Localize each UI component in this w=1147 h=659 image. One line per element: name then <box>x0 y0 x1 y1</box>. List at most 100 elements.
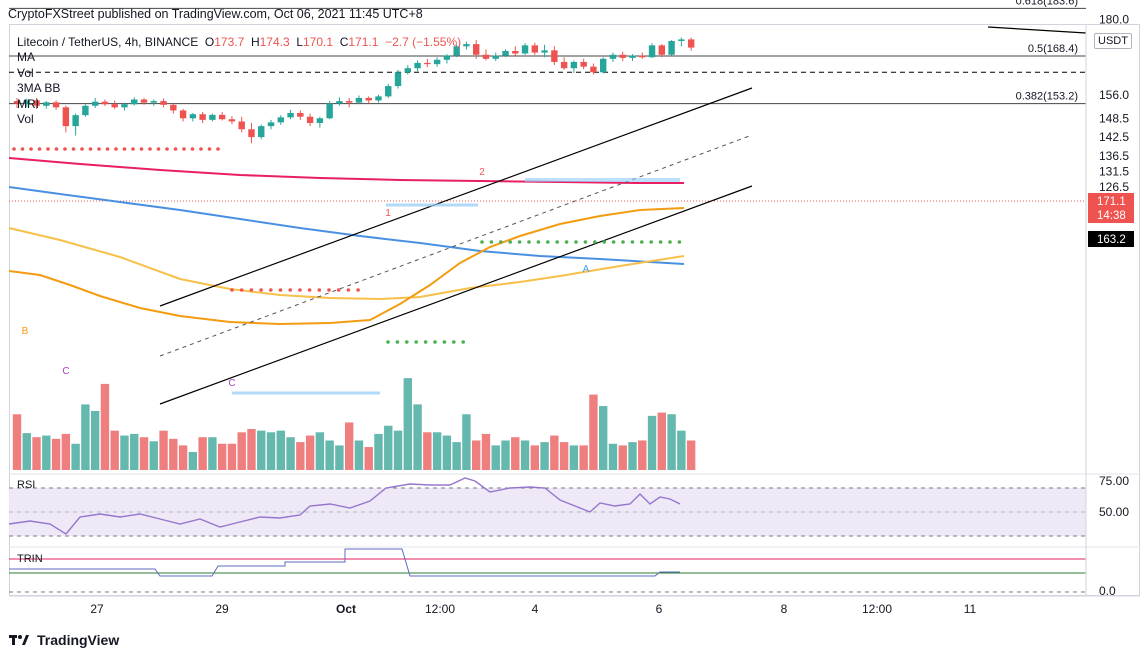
candle-body <box>521 45 529 54</box>
ma-yellow-line <box>8 227 685 301</box>
close-value: 171.1 <box>348 35 379 49</box>
stop-dot-red <box>114 147 118 151</box>
volume-bar <box>520 440 530 470</box>
candle-body <box>33 100 40 106</box>
candle-body <box>238 121 245 130</box>
candle-body <box>424 62 431 65</box>
fib-level-label: 0.382(153.2) <box>1016 91 1078 103</box>
candle-body <box>82 105 89 116</box>
indicator-vol[interactable]: Vol <box>17 65 34 80</box>
stop-dot-green <box>480 240 484 244</box>
volume-bar <box>599 406 608 470</box>
candle-body <box>287 112 294 118</box>
open-label: O <box>204 35 215 49</box>
candle-body <box>72 115 79 127</box>
high-label: H <box>250 35 260 49</box>
volume-bar <box>667 414 676 470</box>
stop-dot-red <box>131 147 135 151</box>
candle-body <box>560 61 568 69</box>
volume-bar <box>325 440 334 470</box>
volume-bar <box>628 442 637 470</box>
footer-brand[interactable]: TradingView <box>9 632 119 648</box>
volume-bar <box>638 440 647 470</box>
currency-badge[interactable]: USDT <box>1094 33 1132 49</box>
stop-dot-green <box>489 240 494 244</box>
volume-bar <box>550 435 559 470</box>
rsi-tick-label: 50.00 <box>1099 505 1129 519</box>
stop-dot-green <box>442 340 447 344</box>
candle-body <box>170 104 177 111</box>
trend-line-top <box>987 26 1087 34</box>
fib-level-label: 0.618(183.6) <box>1016 0 1078 7</box>
indicator-mri[interactable]: MRI <box>17 96 39 111</box>
candle-body <box>52 102 60 108</box>
volume-bar <box>149 441 158 470</box>
volume-bar <box>393 430 403 470</box>
candle-body <box>463 44 470 47</box>
stop-dot-green <box>405 340 409 344</box>
candle-body <box>414 62 421 69</box>
time-tick-label: 12:00 <box>862 602 892 616</box>
time-tick-label: 27 <box>90 602 104 616</box>
candle-body <box>248 129 255 138</box>
volume-bar <box>344 422 354 470</box>
volume-bar <box>315 432 325 470</box>
stop-dot-green <box>499 240 503 244</box>
stop-dot-green <box>395 340 400 344</box>
indicator-vol-2[interactable]: Vol <box>17 112 34 127</box>
candle-body <box>541 50 548 53</box>
volume-bar <box>511 437 520 470</box>
candle-body <box>297 112 304 117</box>
ma-orange-line <box>8 207 685 326</box>
candle-body <box>306 116 314 123</box>
candle-body <box>111 104 118 108</box>
stop-dot-green <box>668 240 672 244</box>
price-tick-label: 126.5 <box>1099 180 1129 194</box>
signal-label-2: 2 <box>479 167 485 178</box>
candle-body <box>687 39 695 48</box>
volume-bar <box>442 435 452 470</box>
stop-dot-red <box>317 288 322 292</box>
high-value: 174.3 <box>259 35 290 49</box>
volume-bar <box>501 440 510 470</box>
volume-bar <box>276 430 285 470</box>
volume-bar <box>491 445 500 470</box>
candle-body <box>551 50 558 62</box>
signal-label-a: A <box>583 264 590 275</box>
rsi-tick-label: 75.00 <box>1099 474 1129 488</box>
candle-body <box>658 45 666 55</box>
price-tick-label: 142.5 <box>1099 130 1129 144</box>
volume-bar <box>618 445 627 470</box>
close-label: C <box>339 35 349 49</box>
candle-body <box>590 66 597 73</box>
publish-header: CryptoFXStreet published on TradingView.… <box>8 7 423 21</box>
volume-bar <box>42 435 51 470</box>
indicator-ma[interactable]: MA <box>17 50 35 65</box>
stop-dot-red <box>346 288 351 292</box>
trin-tick-label: 0.0 <box>1099 584 1116 598</box>
indicator-3ma-bb[interactable]: 3MA BB <box>17 81 61 96</box>
stop-dot-green <box>611 240 616 244</box>
candle-body <box>150 101 157 103</box>
chart-legend: Litecoin / TetherUS, 4h, BINANCE O173.7 … <box>17 35 461 127</box>
stop-dot-green <box>536 240 541 244</box>
last-price-tag <box>1088 193 1134 223</box>
stop-dot-red <box>216 147 220 151</box>
volume-bar <box>110 430 119 470</box>
candle-body <box>199 114 206 120</box>
candle-body <box>472 44 480 55</box>
candle-body <box>502 51 509 56</box>
candle-body <box>23 100 30 104</box>
low-value: 170.1 <box>303 35 334 49</box>
candle-body <box>512 51 519 54</box>
stop-dot-red <box>190 147 195 151</box>
volume-bar <box>159 430 168 470</box>
stop-dot-red <box>97 147 101 151</box>
symbol-title[interactable]: Litecoin / TetherUS, 4h, BINANCE <box>17 35 199 49</box>
volume-bar <box>374 433 383 470</box>
volume-bar <box>471 440 481 470</box>
stop-dot-red <box>288 288 293 292</box>
stop-dot-green <box>517 240 522 244</box>
candle-body <box>453 46 460 56</box>
